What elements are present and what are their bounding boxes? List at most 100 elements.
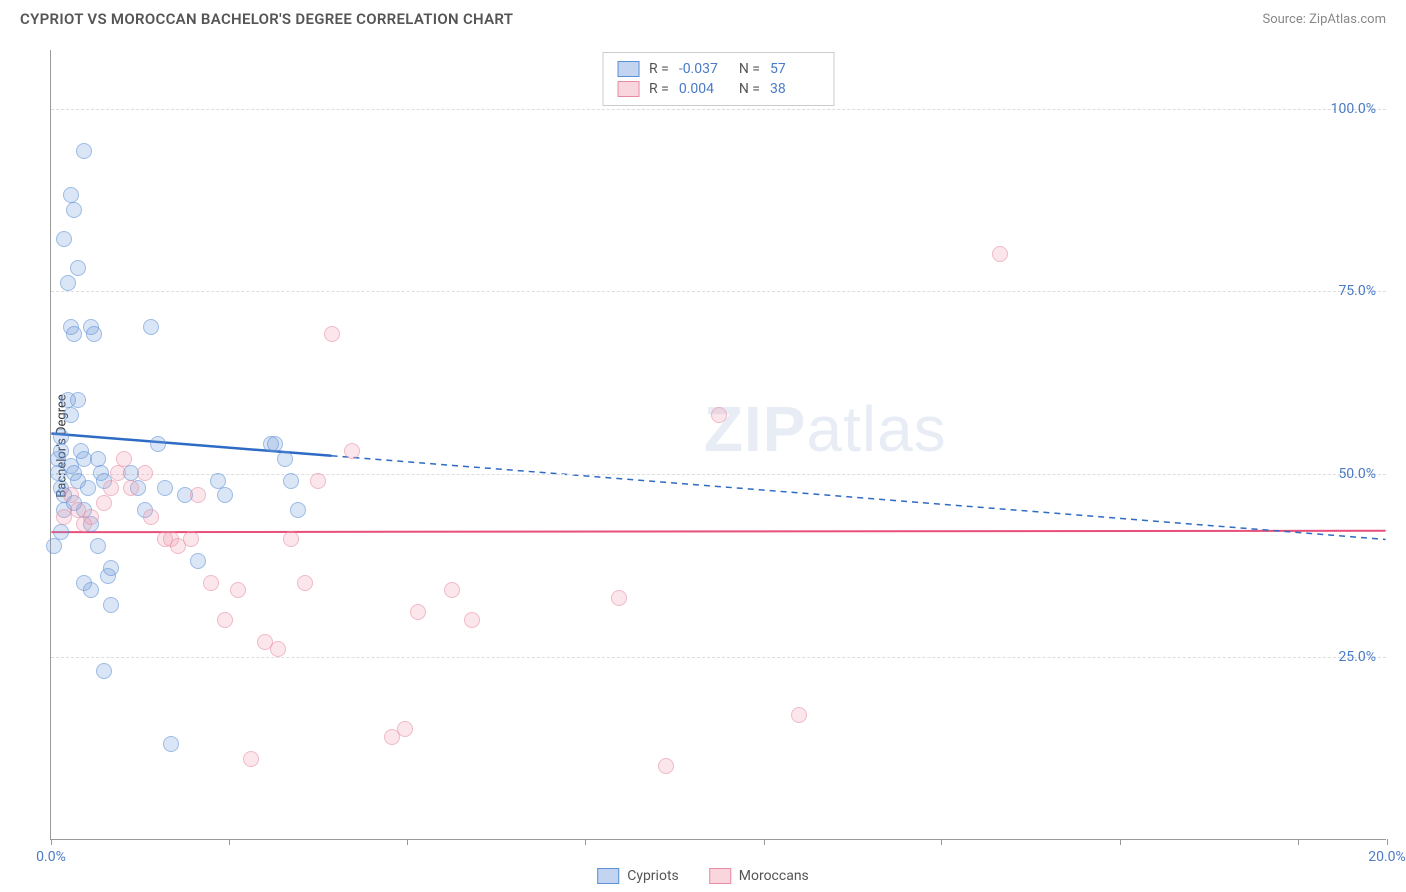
scatter-point <box>992 246 1008 262</box>
scatter-point <box>658 758 674 774</box>
chart-plot-area: ZIPatlas R = -0.037 N = 57 R = 0.004 N =… <box>50 50 1386 840</box>
scatter-point <box>63 487 79 503</box>
gridline <box>51 474 1386 475</box>
scatter-point <box>96 663 112 679</box>
x-tick <box>407 839 408 845</box>
scatter-point <box>66 202 82 218</box>
gridline <box>51 657 1386 658</box>
scatter-point <box>791 707 807 723</box>
scatter-point <box>56 231 72 247</box>
x-tick <box>51 839 52 845</box>
scatter-point <box>277 451 293 467</box>
scatter-point <box>143 319 159 335</box>
scatter-point <box>217 487 233 503</box>
scatter-point <box>190 487 206 503</box>
scatter-point <box>310 473 326 489</box>
scatter-point <box>110 465 126 481</box>
x-tick <box>941 839 942 845</box>
r-value-moroccans: 0.004 <box>679 81 729 97</box>
swatch-pink-icon <box>617 81 639 97</box>
legend-label-moroccans: Moroccans <box>739 868 809 884</box>
swatch-pink-icon <box>709 868 731 884</box>
scatter-point <box>90 538 106 554</box>
n-label: N = <box>739 61 760 77</box>
scatter-point <box>210 473 226 489</box>
scatter-point <box>80 480 96 496</box>
scatter-point <box>70 260 86 276</box>
scatter-point <box>297 575 313 591</box>
scatter-point <box>230 582 246 598</box>
scatter-point <box>90 451 106 467</box>
n-value-cypriots: 57 <box>770 61 820 77</box>
scatter-point <box>410 604 426 620</box>
watermark: ZIPatlas <box>704 392 947 466</box>
scatter-point <box>711 407 727 423</box>
swatch-blue-icon <box>617 61 639 77</box>
scatter-point <box>53 524 69 540</box>
correlation-legend: R = -0.037 N = 57 R = 0.004 N = 38 <box>602 52 835 106</box>
x-tick <box>229 839 230 845</box>
scatter-point <box>86 326 102 342</box>
scatter-point <box>83 582 99 598</box>
scatter-point <box>344 443 360 459</box>
scatter-point <box>63 187 79 203</box>
x-tick-label: 20.0% <box>1368 849 1406 865</box>
trend-lines-svg <box>51 50 1386 839</box>
scatter-point <box>464 612 480 628</box>
scatter-point <box>283 531 299 547</box>
scatter-point <box>103 597 119 613</box>
y-tick-label: 75.0% <box>1338 283 1376 299</box>
scatter-point <box>324 326 340 342</box>
scatter-point <box>60 275 76 291</box>
scatter-point <box>53 429 69 445</box>
scatter-point <box>267 436 283 452</box>
scatter-point <box>157 480 173 496</box>
n-label: N = <box>739 81 760 97</box>
legend-label-cypriots: Cypriots <box>627 868 679 884</box>
scatter-point <box>203 575 219 591</box>
scatter-point <box>217 612 233 628</box>
scatter-point <box>290 502 306 518</box>
scatter-point <box>83 509 99 525</box>
scatter-point <box>60 392 76 408</box>
legend-row-moroccans: R = 0.004 N = 38 <box>617 79 820 99</box>
scatter-point <box>270 641 286 657</box>
source-label: Source: ZipAtlas.com <box>1262 12 1386 27</box>
legend-item-cypriots: Cypriots <box>597 868 679 884</box>
y-tick-label: 25.0% <box>1338 649 1376 665</box>
scatter-point <box>123 480 139 496</box>
scatter-point <box>444 582 460 598</box>
scatter-point <box>103 480 119 496</box>
x-tick <box>1387 839 1388 845</box>
scatter-point <box>183 531 199 547</box>
y-tick-label: 50.0% <box>1338 466 1376 482</box>
legend-row-cypriots: R = -0.037 N = 57 <box>617 59 820 79</box>
scatter-point <box>103 560 119 576</box>
r-label: R = <box>649 61 669 77</box>
r-label: R = <box>649 81 669 97</box>
scatter-point <box>190 553 206 569</box>
chart-title: CYPRIOT VS MOROCCAN BACHELOR'S DEGREE CO… <box>20 10 513 28</box>
scatter-point <box>143 509 159 525</box>
y-tick-label: 100.0% <box>1331 101 1376 117</box>
legend-item-moroccans: Moroccans <box>709 868 809 884</box>
x-tick <box>764 839 765 845</box>
scatter-point <box>63 407 79 423</box>
scatter-point <box>150 436 166 452</box>
scatter-point <box>76 143 92 159</box>
scatter-point <box>243 751 259 767</box>
r-value-cypriots: -0.037 <box>679 61 729 77</box>
gridline <box>51 109 1386 110</box>
scatter-point <box>137 465 153 481</box>
swatch-blue-icon <box>597 868 619 884</box>
scatter-point <box>611 590 627 606</box>
scatter-point <box>116 451 132 467</box>
x-tick <box>585 839 586 845</box>
x-tick <box>1298 839 1299 845</box>
x-tick-label: 0.0% <box>36 849 66 865</box>
scatter-point <box>283 473 299 489</box>
scatter-point <box>53 443 69 459</box>
gridline <box>51 291 1386 292</box>
series-legend: Cypriots Moroccans <box>597 868 809 884</box>
n-value-moroccans: 38 <box>770 81 820 97</box>
